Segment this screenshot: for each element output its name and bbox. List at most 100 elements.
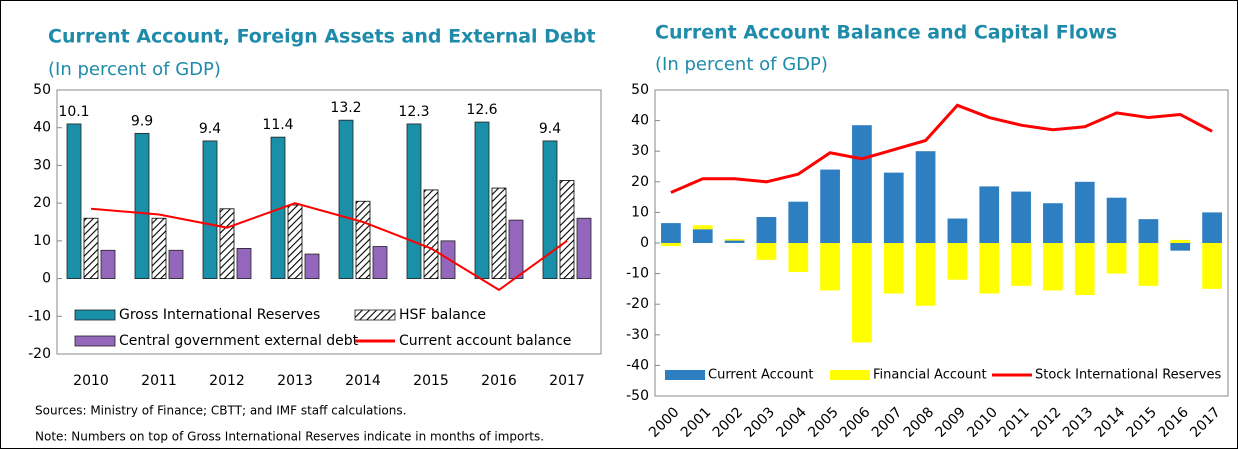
- legend-swatch: [665, 370, 705, 380]
- bar: [852, 125, 872, 243]
- bar: [134, 132, 150, 279]
- legend-swatch: [74, 309, 116, 321]
- bar: [406, 123, 422, 279]
- bar: [576, 217, 592, 279]
- bar: [1011, 191, 1031, 243]
- y-tick-label: 50: [631, 82, 649, 98]
- bar: [202, 140, 218, 279]
- y-tick-label: -10: [28, 308, 51, 324]
- bar: [915, 151, 936, 243]
- legend-label: Central government external debt: [119, 333, 359, 349]
- x-tick-label: 2012: [209, 373, 245, 389]
- x-tick-label: 2011: [996, 404, 1033, 441]
- bar: [270, 136, 286, 279]
- x-tick-label: 2014: [1092, 404, 1129, 441]
- y-tick-label: 30: [33, 157, 51, 173]
- bar: [1202, 243, 1222, 289]
- x-tick-label: 2003: [742, 404, 779, 441]
- bar: [915, 243, 936, 306]
- bar: [883, 172, 904, 243]
- x-tick-label: 2016: [1155, 404, 1192, 441]
- bar: [692, 225, 713, 230]
- x-tick-label: 2013: [1060, 404, 1097, 441]
- x-tick-label: 2013: [277, 373, 313, 389]
- bar-top-label: 13.2: [330, 100, 361, 116]
- bar-top-label: 9.9: [131, 113, 153, 129]
- bar: [1074, 243, 1095, 296]
- bar-top-label: 12.3: [398, 104, 429, 120]
- y-tick-label: -10: [626, 266, 649, 282]
- bar-top-label: 12.6: [466, 102, 497, 118]
- bar: [1170, 243, 1191, 251]
- bar-top-label: 11.4: [262, 117, 293, 133]
- x-tick-label: 2014: [345, 373, 381, 389]
- bar: [979, 186, 1000, 243]
- bar: [692, 229, 713, 243]
- bar: [338, 119, 354, 279]
- legend-swatch: [74, 335, 116, 347]
- bar: [1202, 212, 1222, 243]
- bar: [947, 218, 968, 243]
- chart-subtitle: (In percent of GDP): [48, 59, 221, 80]
- bar: [508, 219, 524, 279]
- y-tick-label: 10: [33, 233, 51, 249]
- legend-label: HSF balance: [399, 307, 486, 323]
- bar: [1043, 203, 1063, 243]
- x-tick-label: 2009: [933, 404, 970, 441]
- x-tick-label: 2012: [1028, 404, 1065, 441]
- bar: [151, 217, 167, 279]
- x-tick-label: 2010: [73, 373, 109, 389]
- x-tick-label: 2016: [481, 373, 517, 389]
- x-tick-label: 2017: [549, 373, 585, 389]
- bar: [236, 247, 252, 279]
- bar: [287, 204, 303, 279]
- bar: [756, 243, 777, 260]
- y-tick-label: -40: [626, 357, 649, 373]
- y-tick-label: -20: [626, 296, 649, 312]
- y-tick-label: 20: [33, 195, 51, 211]
- line-series: [670, 103, 1213, 194]
- bar: [355, 200, 371, 279]
- bar: [1138, 243, 1159, 286]
- bar: [168, 249, 184, 279]
- legend-swatch: [830, 370, 870, 380]
- bar: [474, 121, 490, 279]
- x-tick-label: 2002: [710, 404, 747, 441]
- bar: [979, 243, 1000, 294]
- legend-label: Stock International Reserves: [1035, 368, 1221, 383]
- bar: [820, 243, 840, 291]
- bar: [883, 243, 904, 294]
- bar: [219, 208, 235, 279]
- x-tick-label: 2007: [869, 404, 906, 441]
- x-tick-label: 2001: [678, 404, 715, 441]
- bar: [423, 189, 439, 279]
- bar: [304, 253, 320, 279]
- bar-top-label: 9.4: [199, 121, 221, 137]
- bar: [1170, 239, 1191, 243]
- x-tick-label: 2015: [1124, 404, 1161, 441]
- bar: [1106, 243, 1127, 274]
- line-series: [90, 202, 568, 292]
- bar: [66, 123, 82, 279]
- x-tick-label: 2010: [964, 404, 1001, 441]
- x-tick-label: 2004: [773, 404, 810, 441]
- bar: [1074, 181, 1095, 243]
- bar: [756, 216, 777, 243]
- bar: [100, 249, 116, 279]
- bar: [661, 223, 681, 243]
- x-tick-label: 2015: [413, 373, 449, 389]
- x-tick-label: 2006: [837, 404, 874, 441]
- bar: [788, 243, 809, 273]
- legend-label: Financial Account: [873, 368, 987, 383]
- bar: [661, 243, 681, 247]
- legend-swatch: [354, 309, 396, 321]
- bar: [559, 180, 575, 279]
- bar: [491, 187, 507, 279]
- bar: [724, 240, 745, 243]
- plot-area: [56, 89, 602, 355]
- x-tick-label: 2011: [141, 373, 177, 389]
- bar-top-label: 10.1: [58, 104, 89, 120]
- y-tick-label: 0: [640, 235, 649, 251]
- y-tick-label: 30: [631, 143, 649, 159]
- bar: [724, 239, 745, 241]
